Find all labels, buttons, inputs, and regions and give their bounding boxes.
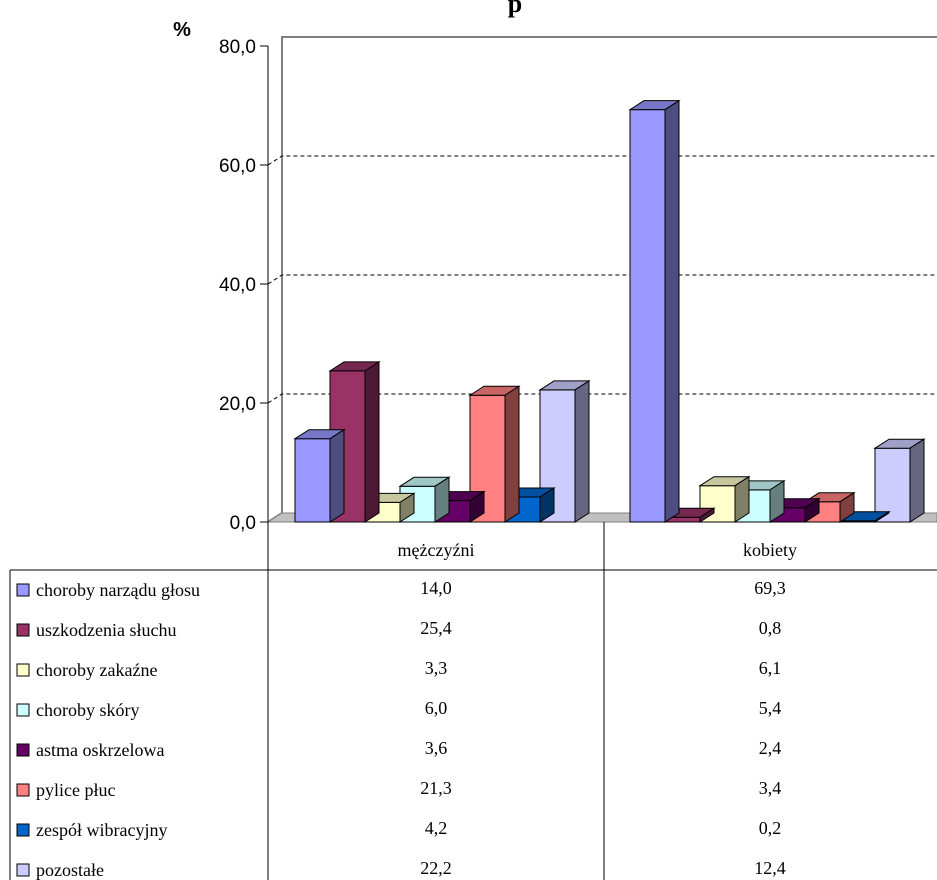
y-tick-label: 60,0 (219, 156, 256, 177)
data-label: 3,6 (425, 738, 448, 758)
legend-swatch (16, 583, 30, 597)
data-label: 25,4 (420, 618, 452, 638)
y-tick-label: 80,0 (219, 37, 256, 58)
gridline (267, 155, 937, 166)
legend-swatch (16, 623, 30, 637)
series-name: astma oskrzelowa (36, 740, 164, 760)
bar-side (699, 507, 715, 523)
bar-side (504, 385, 520, 523)
data-label: 21,3 (420, 778, 452, 798)
bar-side (874, 510, 890, 523)
bar-side (434, 476, 450, 523)
y-tick-label: 40,0 (219, 275, 256, 296)
y-tick-label: 0,0 (230, 513, 256, 534)
bar (538, 379, 591, 523)
legend-swatch (16, 823, 30, 837)
bar-side (539, 487, 555, 523)
bar-front (294, 438, 331, 523)
data-label: 14,0 (420, 578, 452, 598)
data-label: 12,4 (754, 858, 786, 878)
plot-area: 0,0 20,0 40,0 60,0 80,0 (219, 36, 937, 534)
series-name: choroby zakaźne (36, 660, 157, 680)
data-table: mężczyźni kobiety choroby narządu głosu 14,… (9, 522, 937, 880)
gridline (267, 274, 937, 285)
data-label: 22,2 (420, 858, 452, 878)
legend-swatch (16, 663, 30, 677)
bar-side (839, 491, 855, 523)
bar (873, 438, 926, 523)
data-label: 4,2 (425, 818, 448, 838)
bar (628, 99, 681, 523)
data-label: 6,1 (759, 658, 782, 678)
y-axis-label: % (173, 19, 191, 41)
series-name: uszkodzenia słuchu (36, 620, 176, 640)
data-label: 3,4 (759, 778, 782, 798)
gridline (267, 393, 937, 404)
data-label: 6,0 (425, 698, 448, 718)
series-name: choroby skóry (36, 700, 139, 720)
bar-side (769, 479, 785, 523)
series-name: pylice płuc (36, 780, 115, 800)
bar-front (874, 447, 911, 523)
bar-side (909, 438, 925, 523)
category-label: kobiety (743, 540, 797, 560)
series-name: pozostałe (36, 860, 104, 880)
data-label: 69,3 (754, 578, 786, 598)
chart-title: p (508, 0, 522, 18)
series-name: choroby narządu głosu (36, 580, 200, 600)
bar-side (399, 492, 415, 523)
bar-side (804, 497, 820, 523)
data-label: 2,4 (759, 738, 782, 758)
y-tick-label: 20,0 (219, 394, 256, 415)
bar-side (329, 428, 345, 523)
data-label: 5,4 (759, 698, 782, 718)
data-label: 0,2 (759, 818, 782, 838)
bar-side (664, 99, 680, 523)
legend-swatch (16, 783, 30, 797)
bar-front (629, 109, 666, 523)
legend-swatch (16, 863, 30, 877)
category-label: mężczyźni (398, 540, 475, 560)
data-label: 3,3 (425, 658, 448, 678)
legend-swatch (16, 743, 30, 757)
data-label: 0,8 (759, 618, 782, 638)
bar-side (469, 490, 485, 523)
bar (293, 428, 346, 523)
bar-side (364, 360, 380, 523)
bar-side (574, 379, 590, 523)
legend-swatch (16, 703, 30, 717)
series-name: zespół wibracyjny (36, 820, 167, 840)
bar-side (734, 475, 750, 523)
